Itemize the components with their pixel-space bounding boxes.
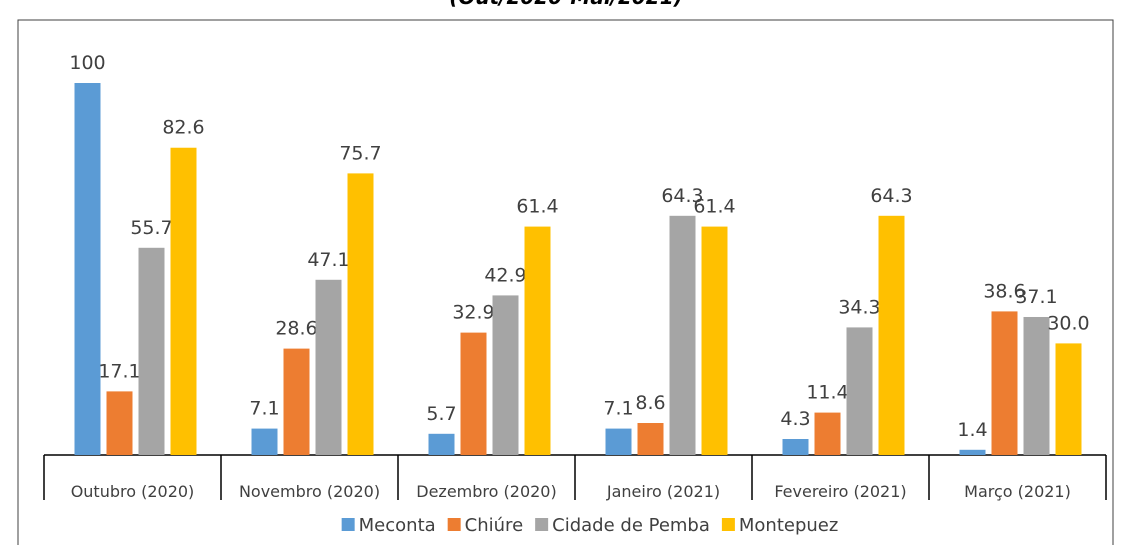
data-label: 7.1 <box>249 398 279 420</box>
data-label: 75.7 <box>339 142 381 164</box>
bar <box>251 428 278 455</box>
legend-label: Montepuez <box>739 515 838 536</box>
bar <box>878 215 905 455</box>
data-label: 64.3 <box>870 185 912 207</box>
data-label: 8.6 <box>635 392 665 414</box>
data-label: 7.1 <box>603 398 633 420</box>
bar <box>74 83 101 455</box>
data-label: 82.6 <box>162 117 204 139</box>
data-label: 38.6 <box>983 280 1025 302</box>
data-label: 47.1 <box>307 249 349 271</box>
data-label: 1.4 <box>957 419 987 441</box>
bar <box>605 428 632 455</box>
bar <box>1055 343 1082 455</box>
data-label: 30.0 <box>1047 312 1089 334</box>
legend-label: Cidade de Pemba <box>552 515 710 536</box>
data-label: 61.4 <box>693 196 735 218</box>
bar <box>524 226 551 455</box>
data-label: 37.1 <box>1015 286 1057 308</box>
bar <box>959 449 986 455</box>
bar <box>460 332 487 455</box>
bar <box>782 439 809 455</box>
data-label: 17.1 <box>98 360 140 382</box>
bar <box>428 433 455 455</box>
bar <box>106 391 133 455</box>
x-tick-label: Março (2021) <box>964 482 1071 501</box>
legend-swatch <box>447 518 461 531</box>
data-label: 64.3 <box>661 185 703 207</box>
data-label: 100 <box>69 52 105 74</box>
data-label: 55.7 <box>130 217 172 239</box>
bar <box>347 173 374 455</box>
data-label: 42.9 <box>484 264 526 286</box>
legend-swatch <box>341 518 355 531</box>
data-label: 61.4 <box>516 196 558 218</box>
bar <box>637 423 664 455</box>
x-tick-label: Fevereiro (2021) <box>774 482 906 501</box>
x-tick-label: Janeiro (2021) <box>606 482 720 501</box>
data-label: 4.3 <box>780 408 810 430</box>
x-tick-label: Dezembro (2020) <box>416 482 556 501</box>
bar <box>138 247 165 455</box>
legend-label: Chiúre <box>465 515 523 536</box>
x-tick-label: Novembro (2020) <box>239 482 380 501</box>
bar <box>814 412 841 455</box>
data-label: 32.9 <box>452 302 494 324</box>
legend-swatch <box>721 518 735 531</box>
bar <box>283 348 310 455</box>
data-label: 28.6 <box>275 318 317 340</box>
bar <box>846 327 873 455</box>
bar <box>701 226 728 455</box>
legend-swatch <box>535 518 549 531</box>
chart-frame <box>17 19 1114 545</box>
bar <box>315 279 342 455</box>
bar <box>1023 316 1050 455</box>
x-tick-label: Outubro (2020) <box>71 482 195 501</box>
legend-label: Meconta <box>359 515 436 536</box>
bar <box>669 215 696 455</box>
data-label: 11.4 <box>806 382 848 404</box>
bar <box>991 311 1018 455</box>
bar <box>492 295 519 455</box>
data-label: 34.3 <box>838 296 880 318</box>
chart-title: (Out/2020-Mai/2021) <box>449 0 683 9</box>
bar <box>170 147 197 455</box>
data-label: 5.7 <box>426 403 456 425</box>
